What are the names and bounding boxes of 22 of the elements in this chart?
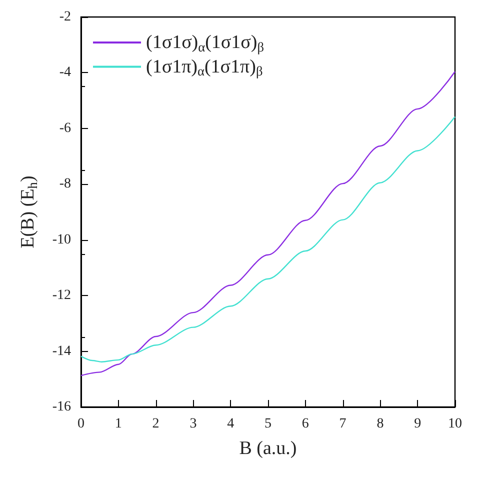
- y-tick-label: -4: [59, 65, 71, 80]
- x-tick-label: 7: [339, 416, 346, 432]
- x-tick-label: 1: [114, 416, 122, 432]
- y-axis-title: E(B) (Eh): [18, 176, 40, 248]
- x-axis-title: B (a.u.): [239, 438, 297, 459]
- x-tick-label: 9: [414, 416, 422, 432]
- y-tick-label: -10: [52, 232, 71, 248]
- x-tick-label: 3: [190, 416, 197, 432]
- y-tick-label: -8: [59, 176, 71, 192]
- x-tick-label: 6: [302, 416, 309, 432]
- y-tick-label: -2: [59, 10, 71, 24]
- x-tick-label: 0: [78, 416, 84, 432]
- y-tick-label: -16: [52, 400, 71, 414]
- x-tick-label: 8: [376, 416, 384, 432]
- y-tick-label: -6: [59, 120, 71, 136]
- x-tick-label: 10: [448, 416, 462, 432]
- x-tick-label: 2: [152, 416, 160, 432]
- x-tick-label: 4: [227, 416, 234, 432]
- y-tick-label: -12: [52, 288, 71, 304]
- line-series: [80, 116, 456, 362]
- y-tick-label: -14: [52, 344, 71, 359]
- x-tick-label: 5: [264, 416, 272, 432]
